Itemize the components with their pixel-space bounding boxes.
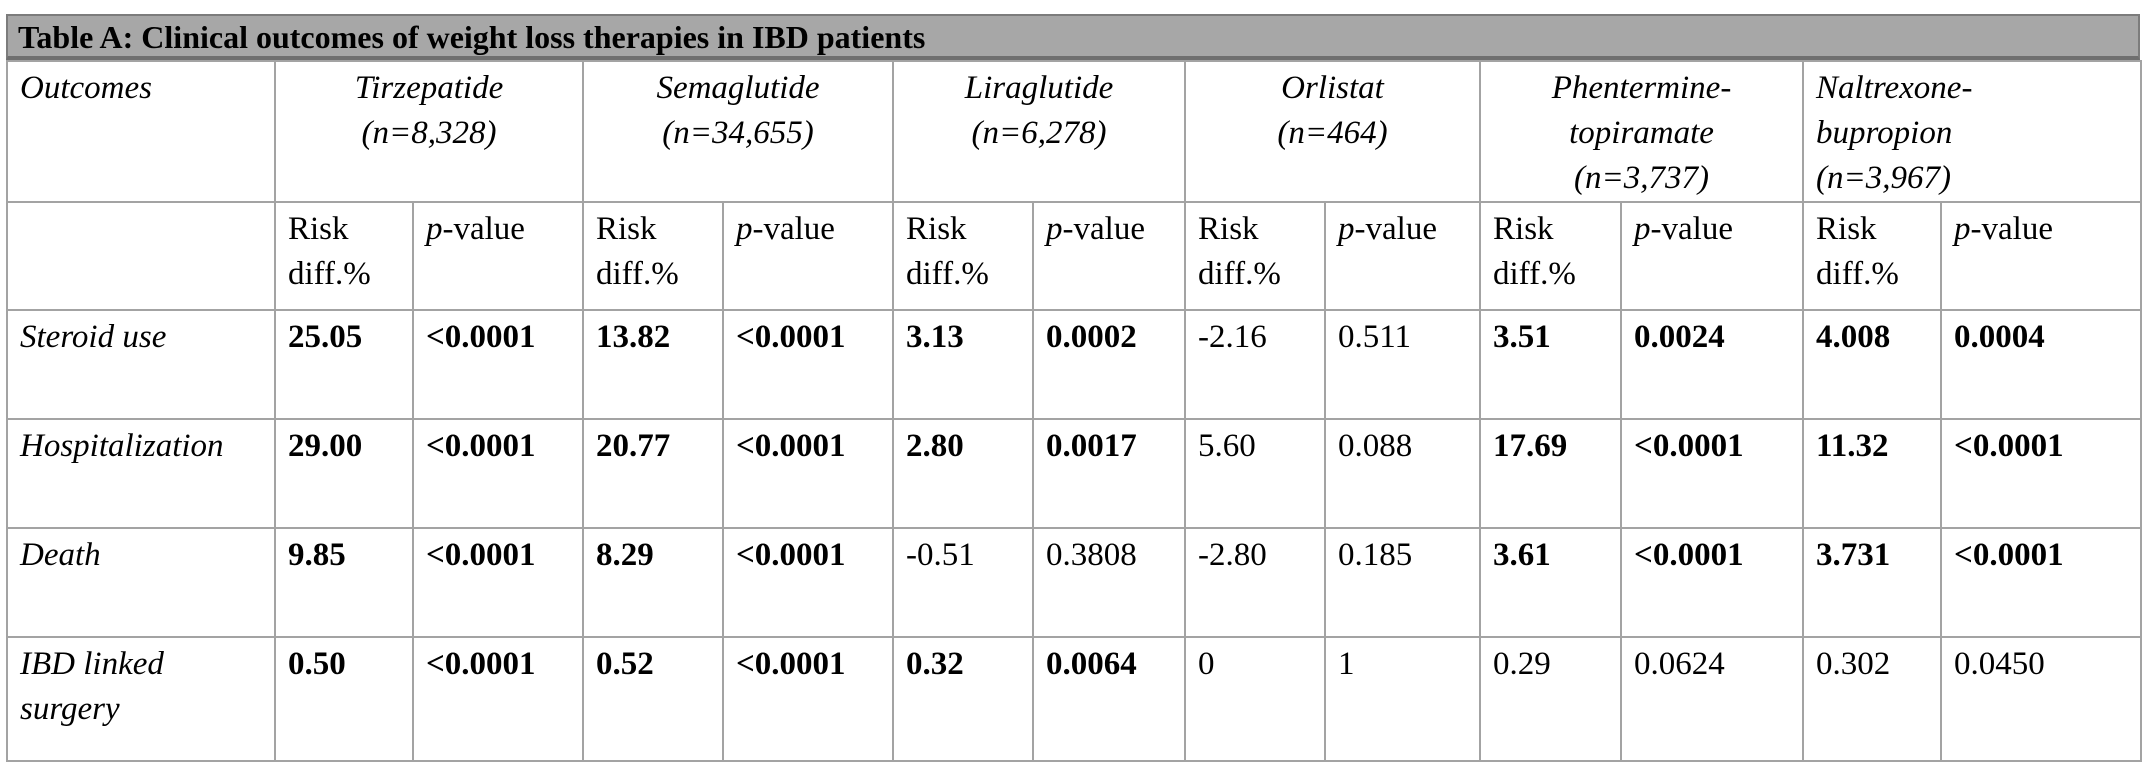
p-value-cell: 0.511 xyxy=(1324,309,1482,420)
p-value-cell: <0.0001 xyxy=(412,418,584,529)
p-value-cell: <0.0001 xyxy=(721,418,895,529)
risk-diff-cell: -2.16 xyxy=(1184,309,1327,420)
table-container: Table A: Clinical outcomes of weight los… xyxy=(6,14,2143,762)
risk-diff-cell: 17.69 xyxy=(1479,418,1623,529)
table-row: Steroid use 25.05 <0.0001 13.82 <0.0001 3.13 0… xyxy=(6,309,2143,420)
p-value-cell: <0.0001 xyxy=(1620,527,1805,638)
risk-diff-cell: 29.00 xyxy=(274,418,414,529)
outcome-cell: Steroid use xyxy=(6,309,276,420)
risk-diff-cell: 11.32 xyxy=(1802,418,1943,529)
outcomes-header: Outcomes xyxy=(6,60,276,203)
drug-header-liraglutide: Liraglutide (n=6,278) xyxy=(892,60,1187,203)
risk-diff-cell: 3.13 xyxy=(892,309,1035,420)
drug-header-orlistat: Orlistat (n=464) xyxy=(1184,60,1482,203)
p-value-cell: 0.0450 xyxy=(1940,636,2143,762)
p-value-cell: 0.0064 xyxy=(1032,636,1187,762)
risk-diff-cell: -0.51 xyxy=(892,527,1035,638)
risk-diff-cell: 20.77 xyxy=(582,418,724,529)
risk-diff-header: Risk diff.% xyxy=(892,201,1035,311)
risk-diff-cell: 2.80 xyxy=(892,418,1035,529)
risk-diff-cell: 9.85 xyxy=(274,527,414,638)
risk-diff-cell: -2.80 xyxy=(1184,527,1327,638)
empty-header-cell xyxy=(6,201,276,311)
risk-diff-cell: 0 xyxy=(1184,636,1327,762)
p-value-cell: 0.0024 xyxy=(1620,309,1805,420)
risk-diff-cell: 0.50 xyxy=(274,636,414,762)
p-value-cell: <0.0001 xyxy=(412,309,584,420)
risk-diff-cell: 0.29 xyxy=(1479,636,1623,762)
risk-diff-header: Risk diff.% xyxy=(582,201,724,311)
p-value-cell: <0.0001 xyxy=(412,636,584,762)
outcomes-label: Outcomes xyxy=(20,70,152,106)
p-value-header: p-value xyxy=(412,201,584,311)
risk-diff-cell: 8.29 xyxy=(582,527,724,638)
risk-diff-cell: 4.008 xyxy=(1802,309,1943,420)
metric-header-row: Risk diff.% p-value Risk diff.% p-value Risk di… xyxy=(6,201,2143,311)
drug-header-phentermine-topiramate: Phentermine- topiramate (n=3,737) xyxy=(1479,60,1805,203)
risk-diff-header: Risk diff.% xyxy=(274,201,414,311)
risk-diff-cell: 0.302 xyxy=(1802,636,1943,762)
risk-diff-cell: 13.82 xyxy=(582,309,724,420)
p-value-cell: 0.0004 xyxy=(1940,309,2143,420)
p-value-header: p-value xyxy=(1032,201,1187,311)
p-value-cell: <0.0001 xyxy=(1940,527,2143,638)
p-value-cell: <0.0001 xyxy=(721,636,895,762)
p-value-cell: 1 xyxy=(1324,636,1482,762)
outcome-cell: IBD linked surgery xyxy=(6,636,276,762)
risk-diff-cell: 3.61 xyxy=(1479,527,1623,638)
p-value-cell: <0.0001 xyxy=(412,527,584,638)
p-value-cell: 0.3808 xyxy=(1032,527,1187,638)
drug-header-semaglutide: Semaglutide (n=34,655) xyxy=(581,60,895,203)
risk-diff-cell: 0.32 xyxy=(892,636,1035,762)
p-value-cell: <0.0001 xyxy=(1940,418,2143,529)
outcome-cell: Death xyxy=(6,527,276,638)
risk-diff-cell: 25.05 xyxy=(274,309,414,420)
table-row: Hospitalization 29.00 <0.0001 20.77 <0.0001 2… xyxy=(6,418,2143,529)
p-value-cell: 0.088 xyxy=(1324,418,1482,529)
risk-diff-cell: 3.731 xyxy=(1802,527,1943,638)
risk-diff-header: Risk diff.% xyxy=(1802,201,1943,311)
risk-diff-cell: 5.60 xyxy=(1184,418,1327,529)
p-value-header: p-value xyxy=(1324,201,1482,311)
outcome-cell: Hospitalization xyxy=(6,418,276,529)
drug-header-naltrexone-bupropion: Naltrexone- bupropion (n=3,967) xyxy=(1802,60,2143,203)
risk-diff-header: Risk diff.% xyxy=(1479,201,1623,311)
drug-header-tirzepatide: Tirzepatide (n=8,328) xyxy=(274,60,584,203)
risk-diff-cell: 3.51 xyxy=(1479,309,1623,420)
drug-header-row: Outcomes Tirzepatide (n=8,328) Semagluti… xyxy=(6,60,2143,203)
table-title: Table A: Clinical outcomes of weight los… xyxy=(6,14,2140,60)
p-value-header: p-value xyxy=(1940,201,2143,311)
p-value-cell: 0.0017 xyxy=(1032,418,1187,529)
risk-diff-cell: 0.52 xyxy=(582,636,724,762)
p-value-cell: 0.185 xyxy=(1324,527,1482,638)
p-value-cell: 0.0624 xyxy=(1620,636,1805,762)
table-row: Death 9.85 <0.0001 8.29 <0.0001 -0.51 0.3808 -2… xyxy=(6,527,2143,638)
p-value-cell: 0.0002 xyxy=(1032,309,1187,420)
p-value-header: p-value xyxy=(721,201,895,311)
table-row: IBD linked surgery 0.50 <0.0001 0.52 <0.0001 0… xyxy=(6,636,2143,762)
p-value-cell: <0.0001 xyxy=(721,527,895,638)
risk-diff-header: Risk diff.% xyxy=(1184,201,1327,311)
p-value-cell: <0.0001 xyxy=(721,309,895,420)
p-value-cell: <0.0001 xyxy=(1620,418,1805,529)
p-value-header: p-value xyxy=(1620,201,1805,311)
outcomes-table: Outcomes Tirzepatide (n=8,328) Semagluti… xyxy=(6,60,2143,762)
